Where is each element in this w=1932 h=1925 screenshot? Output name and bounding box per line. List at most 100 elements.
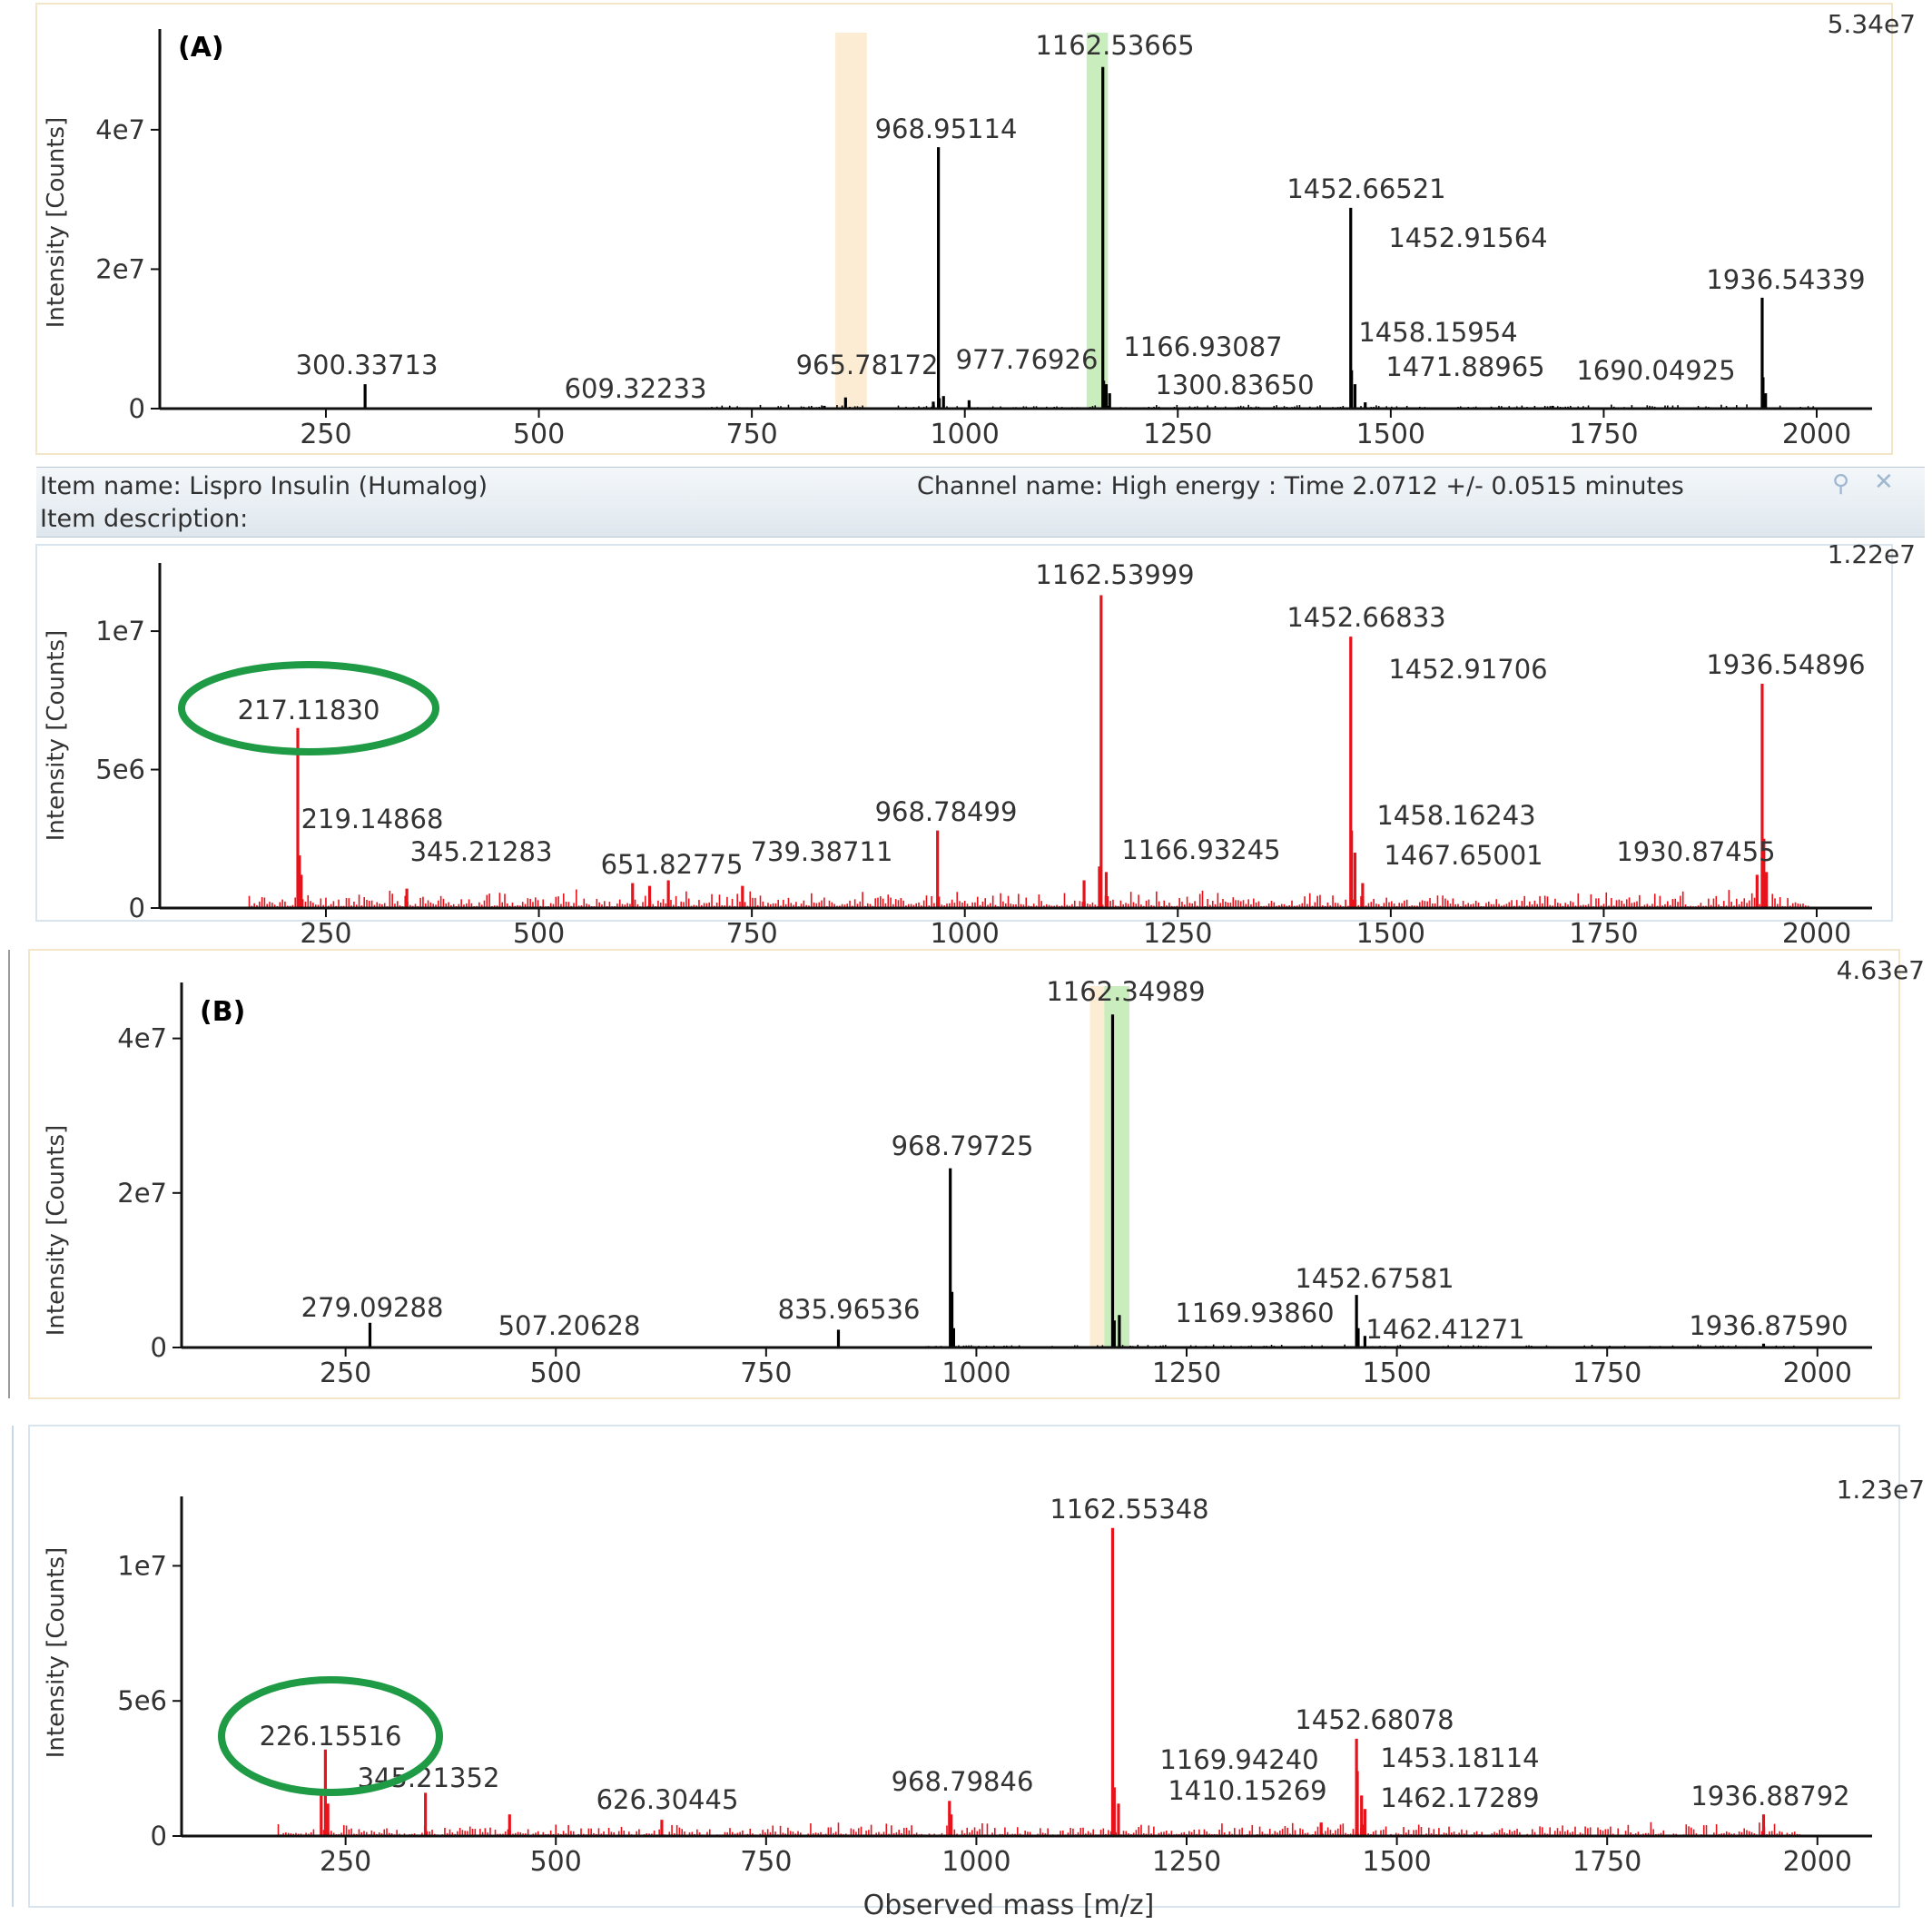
peak-label: 1452.66521 — [1286, 173, 1445, 204]
max-intensity-label: 1.23e7 — [1837, 1475, 1925, 1505]
close-icon[interactable]: ✕ — [1874, 469, 1894, 496]
x-tick-label: 1500 — [1362, 1357, 1431, 1389]
peak-label: 968.79846 — [892, 1766, 1034, 1797]
peak-label: 968.79725 — [892, 1130, 1034, 1161]
peak-label: 1467.65001 — [1384, 840, 1543, 871]
y-tick-label: 1e7 — [95, 616, 145, 647]
x-tick-label: 1750 — [1569, 419, 1638, 450]
circled-peak-label: 226.15516 — [260, 1721, 402, 1752]
peak-label: 1458.15954 — [1358, 317, 1517, 348]
panel-frame-3 — [28, 949, 1900, 1399]
x-tick-label: 1000 — [931, 419, 1000, 450]
peak-label: 1930.87455 — [1616, 836, 1775, 867]
x-tick-label: 750 — [725, 419, 777, 450]
x-tick-label: 500 — [530, 1357, 582, 1389]
peak-label: 1169.94240 — [1159, 1744, 1318, 1775]
item-description-label: Item description: — [40, 505, 249, 533]
x-tick-label: 1250 — [1143, 918, 1212, 950]
panel-label: (A) — [178, 32, 224, 64]
x-tick-label: 750 — [725, 918, 777, 950]
peak-label: 1936.87590 — [1689, 1310, 1848, 1341]
peak-label: 1936.88792 — [1690, 1781, 1849, 1811]
y-tick-label: 4e7 — [95, 114, 145, 145]
y-axis-label: Intensity [Counts] — [43, 630, 70, 841]
x-tick-label: 250 — [320, 1846, 371, 1878]
highlight-circle — [218, 1676, 443, 1796]
x-tick-label: 1500 — [1362, 1846, 1431, 1878]
peak-label: 1162.53999 — [1035, 559, 1194, 590]
x-tick-label: 500 — [530, 1846, 582, 1878]
x-tick-label: 750 — [740, 1846, 792, 1878]
y-tick-label: 5e6 — [117, 1685, 167, 1716]
max-intensity-label: 1.22e7 — [1828, 539, 1916, 569]
y-tick-label: 0 — [151, 1821, 167, 1851]
peak-label: 219.14868 — [301, 804, 444, 834]
peak-label: 1162.53665 — [1035, 30, 1194, 61]
x-tick-label: 750 — [740, 1357, 792, 1389]
peak-label: 1162.55348 — [1050, 1494, 1208, 1525]
peak-label: 739.38711 — [751, 836, 893, 867]
y-tick-label: 1e7 — [117, 1550, 167, 1581]
y-tick-label: 0 — [129, 893, 145, 923]
x-tick-label: 1000 — [941, 1846, 1010, 1878]
peak-label: 345.21283 — [410, 836, 553, 867]
x-tick-label: 500 — [513, 918, 565, 950]
peak-label: 1410.15269 — [1168, 1775, 1326, 1806]
x-tick-label: 1750 — [1572, 1846, 1641, 1878]
peak-label: 1452.91706 — [1388, 654, 1547, 685]
peak-label: 1690.04925 — [1576, 355, 1735, 386]
peak-label: 1162.34989 — [1046, 976, 1205, 1007]
x-tick-label: 1000 — [941, 1357, 1010, 1389]
peak-label: 1471.88965 — [1385, 351, 1544, 382]
x-tick-label: 1750 — [1572, 1357, 1641, 1389]
y-tick-label: 4e7 — [117, 1023, 167, 1054]
peak-label: 965.78172 — [796, 350, 939, 380]
panel-frame-4 — [28, 1425, 1900, 1908]
panel-frame-1 — [35, 3, 1893, 455]
x-tick-label: 1750 — [1569, 918, 1638, 950]
spectrum-panel-2: 250 500 750 1000 1250 1500 1750 2000 0 5e6 1e7 Inte… — [43, 539, 1916, 950]
peak-label: 609.32233 — [565, 373, 707, 404]
spectrum-panel-4: 250 500 750 1000 1250 1500 1750 2000 0 5e6 1e7 Inte… — [43, 1475, 1925, 1921]
spectrum-panel-3: 250 500 750 1000 1250 1500 1750 2000 0 2e7 4e7 Inte… — [43, 955, 1925, 1389]
x-tick-label: 2000 — [1782, 918, 1851, 950]
x-tick-label: 250 — [300, 419, 351, 450]
y-axis-label: Intensity [Counts] — [43, 1125, 70, 1336]
panel-label: (B) — [200, 996, 245, 1028]
peak-label: 626.30445 — [596, 1784, 739, 1815]
peak-label: 1936.54339 — [1706, 264, 1865, 295]
max-intensity-label: 4.63e7 — [1837, 955, 1925, 985]
peak-label: 968.78499 — [875, 796, 1018, 827]
peak-label: 835.96536 — [778, 1294, 921, 1325]
peak-label: 977.76926 — [956, 344, 1099, 375]
peak-label: 1453.18114 — [1380, 1742, 1539, 1773]
peak-label: 1300.83650 — [1155, 370, 1314, 400]
peak-label: 1462.17289 — [1380, 1782, 1539, 1813]
x-axis-title: Observed mass [m/z] — [863, 1890, 1155, 1921]
pin-icon[interactable]: ⚲ — [1832, 470, 1850, 498]
peak-label: 507.20628 — [498, 1310, 641, 1341]
x-tick-label: 1250 — [1152, 1357, 1221, 1389]
peak-label: 300.33713 — [296, 350, 439, 380]
x-tick-label: 2000 — [1782, 419, 1851, 450]
peak-label: 1458.16243 — [1376, 800, 1535, 831]
x-tick-label: 500 — [513, 419, 565, 450]
max-intensity-label: 5.34e7 — [1828, 9, 1916, 39]
peak-label: 1462.41271 — [1365, 1314, 1524, 1345]
highlight-circle — [178, 661, 439, 755]
peak-label: 279.09288 — [301, 1292, 444, 1323]
panel-frame-2 — [35, 544, 1893, 922]
y-tick-label: 0 — [151, 1332, 167, 1363]
item-info-bar: Item name: Lispro Insulin (Humalog) Chan… — [36, 467, 1925, 538]
x-tick-label: 250 — [300, 918, 351, 950]
selection-band — [1089, 986, 1105, 1348]
peak-label: 1452.91564 — [1388, 222, 1547, 253]
peak-label: 1169.93860 — [1175, 1298, 1334, 1328]
x-tick-label: 1500 — [1356, 419, 1425, 450]
x-tick-label: 1250 — [1152, 1846, 1221, 1878]
peak-label: 1452.67581 — [1295, 1263, 1454, 1294]
y-tick-label: 5e6 — [95, 755, 145, 785]
x-tick-label: 2000 — [1783, 1357, 1852, 1389]
y-axis-label: Intensity [Counts] — [43, 117, 70, 328]
